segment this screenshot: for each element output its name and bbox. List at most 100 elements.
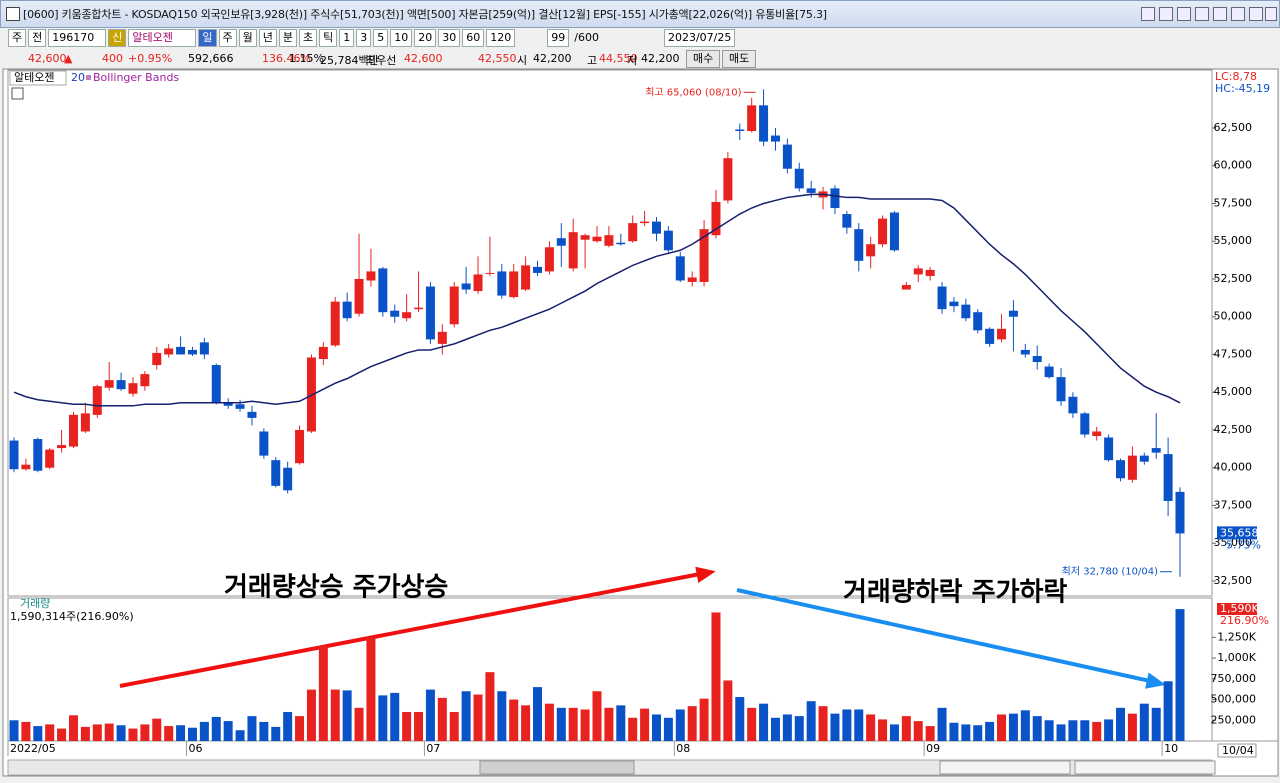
best-label: 최우선 (366, 54, 397, 67)
minute-button[interactable]: 3 (356, 29, 372, 47)
tool-button[interactable] (1141, 7, 1155, 21)
zoom-buttons[interactable] (1074, 760, 1216, 775)
candle-body (1092, 431, 1102, 437)
candle-body (937, 286, 947, 310)
candle-body (354, 278, 364, 314)
candle-body (616, 242, 626, 245)
volume-bar (651, 714, 661, 741)
candle-body (414, 307, 424, 310)
volume-bar (485, 672, 495, 741)
x-tick-label: 07 (426, 742, 440, 755)
legend-period: 20 (71, 71, 85, 84)
volume-bar (223, 721, 233, 741)
volume-bar (318, 645, 328, 741)
interval-button[interactable]: 초 (299, 29, 318, 47)
minute-button[interactable]: 10 (390, 29, 413, 47)
buy-button[interactable]: 매수 (686, 50, 721, 68)
nav-buttons[interactable] (939, 760, 1071, 775)
minute-button[interactable]: 20 (414, 29, 437, 47)
candle-body (949, 301, 959, 307)
minute-button[interactable]: 60 (462, 29, 485, 47)
candle-body (901, 285, 911, 290)
x-tick-label: 10 (1164, 742, 1178, 755)
interval-button[interactable]: 분 (278, 29, 297, 47)
minute-button[interactable]: 120 (486, 29, 516, 47)
candle-body (1008, 310, 1018, 317)
candle-body (663, 230, 673, 251)
minute-button[interactable]: 1 (339, 29, 355, 47)
candle-body (461, 283, 471, 290)
volume-bar (1080, 720, 1090, 741)
candle-body (1127, 455, 1137, 480)
close-button[interactable] (1265, 7, 1277, 21)
volume-bar (342, 690, 352, 741)
minute-button[interactable]: 30 (438, 29, 461, 47)
candle-body (651, 221, 661, 234)
volume-bar (818, 706, 828, 741)
interval-button[interactable]: 년 (258, 29, 277, 47)
candle-body (640, 221, 650, 224)
volume-bar (116, 725, 126, 741)
scroll-thumb[interactable] (479, 760, 635, 775)
volume-bar (1163, 681, 1173, 741)
minute-button[interactable]: 5 (373, 29, 389, 47)
candle-body (1080, 413, 1090, 435)
volume-bar (675, 709, 685, 741)
volume-bar (176, 725, 186, 741)
sell-button[interactable]: 매도 (722, 50, 757, 68)
y-tick-label: 52,500 (1214, 272, 1253, 285)
volume-bar (640, 708, 650, 741)
volume-bar (568, 707, 578, 741)
interval-button[interactable]: 틱 (319, 29, 338, 47)
candle-body (687, 277, 697, 282)
window-title: [0600] 키움종합차트 - KOSDAQ150 외국인보유[3,928(천)… (23, 8, 827, 21)
candle-body (378, 268, 388, 313)
candle-body (223, 402, 233, 406)
candle-body (759, 105, 769, 142)
tool-button[interactable] (1177, 7, 1191, 21)
x-tick-label: 2022/05 (10, 742, 56, 755)
price-pane (7, 69, 1213, 597)
volume-bar (1044, 720, 1054, 741)
scope-select[interactable]: 전 (28, 29, 47, 47)
open-label: 시 (517, 54, 528, 67)
volume-bar (1008, 713, 1018, 741)
candle-body (33, 439, 43, 471)
legend-name: 알테오젠 (14, 70, 54, 84)
candle-body (116, 380, 126, 390)
candle-body (342, 301, 352, 319)
interval-button[interactable]: 월 (238, 29, 257, 47)
date-input[interactable]: 2023/07/25 (663, 29, 736, 47)
candle-body (164, 348, 174, 355)
volume-bar (1068, 720, 1078, 741)
x-tick-label: 06 (188, 742, 202, 755)
volume-bar (842, 709, 852, 741)
interval-button[interactable]: 일 (198, 29, 217, 47)
price-tag-change: -5.73% (1222, 538, 1261, 551)
volume-bar (628, 717, 638, 741)
code-input[interactable]: 196170 (48, 29, 107, 47)
bollinger-line (13, 193, 1181, 407)
x-tick-label: 09 (926, 742, 940, 755)
volume-bar (830, 713, 840, 741)
tool-button[interactable] (1213, 7, 1227, 21)
candle-body (140, 374, 150, 387)
tool-button[interactable] (1195, 7, 1209, 21)
maximize-button[interactable] (1249, 7, 1263, 21)
tool-button[interactable] (1159, 7, 1173, 21)
legend-swatch (86, 75, 91, 80)
interval-button[interactable]: 주 (218, 29, 237, 47)
candle-body (985, 328, 995, 344)
candle-body (782, 144, 792, 169)
volume-bar (985, 721, 995, 741)
rising-arrow (119, 572, 701, 688)
rising-arrow-head (695, 566, 716, 584)
period-select[interactable]: 주 (8, 29, 27, 47)
legend-indicator: Bollinger Bands (93, 71, 179, 84)
count-input[interactable]: 99 (547, 29, 570, 47)
minimize-button[interactable] (1231, 7, 1245, 21)
low-label: 저 (627, 54, 638, 67)
y-tick-label: 42,500 (1214, 423, 1253, 436)
candle-body (1151, 448, 1161, 453)
